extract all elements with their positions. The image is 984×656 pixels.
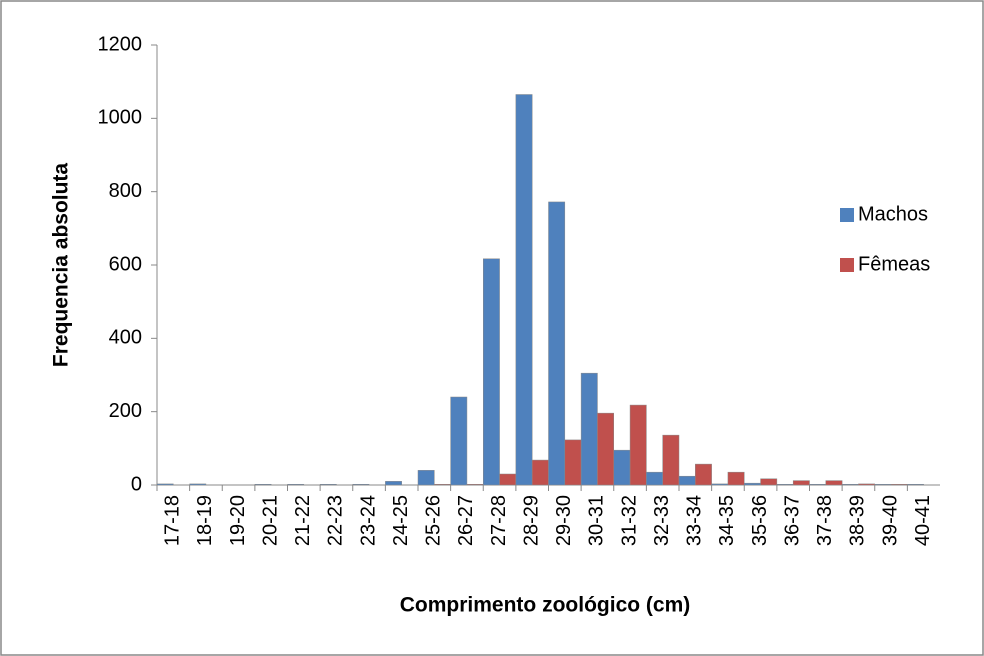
x-tick-label: 21-22 <box>292 495 314 546</box>
bar <box>727 471 745 486</box>
bar <box>678 475 696 486</box>
x-tick-label: 20-21 <box>259 495 281 546</box>
bar <box>254 484 272 486</box>
x-tick-label: 25-26 <box>423 495 445 546</box>
y-tick-label: 1200 <box>98 33 143 55</box>
x-tick-label: 24-25 <box>390 495 412 546</box>
x-tick-label: 22-23 <box>325 495 347 546</box>
bar <box>597 412 614 486</box>
bar <box>760 478 778 486</box>
y-tick-label: 600 <box>109 253 142 275</box>
bar <box>287 484 305 486</box>
bar <box>548 201 566 486</box>
bar <box>890 484 908 486</box>
bar <box>874 484 892 486</box>
x-tick-label: 30-31 <box>586 495 608 546</box>
bar <box>711 483 729 486</box>
bar <box>156 483 174 486</box>
x-tick-label: 29-30 <box>553 495 575 546</box>
bar <box>417 470 435 486</box>
x-tick-label: 33-34 <box>684 495 706 546</box>
bar <box>809 484 827 486</box>
bar <box>744 482 761 486</box>
bar <box>385 481 402 486</box>
x-axis-title: Comprimento zoológico (cm) <box>400 594 691 617</box>
bar <box>483 258 500 486</box>
bar <box>189 483 207 486</box>
x-tick-label: 19-20 <box>227 495 249 546</box>
legend-swatch <box>840 208 854 222</box>
x-tick-label: 39-40 <box>879 495 901 546</box>
bar <box>792 480 810 486</box>
x-tick-label: 17-18 <box>162 495 184 546</box>
x-tick-label: 18-19 <box>194 495 216 546</box>
x-tick-label: 23-24 <box>357 495 379 546</box>
x-tick-label: 26-27 <box>455 495 477 546</box>
bar <box>646 471 663 486</box>
y-tick-label: 1000 <box>98 107 143 129</box>
x-tick-label: 28-29 <box>520 495 542 546</box>
bar <box>319 484 337 486</box>
bar <box>662 434 680 486</box>
y-tick-label: 0 <box>131 473 142 495</box>
bar <box>907 484 924 486</box>
bar <box>858 483 875 486</box>
x-tick-label: 34-35 <box>716 495 738 546</box>
y-axis-title: Frequencia absoluta <box>50 163 73 368</box>
bar <box>629 404 647 486</box>
bar <box>825 480 843 486</box>
x-tick-label: 27-28 <box>488 495 510 546</box>
bar <box>515 94 533 486</box>
x-tick-label: 32-33 <box>651 495 673 546</box>
bar <box>564 439 582 486</box>
x-tick-label: 35-36 <box>749 495 771 546</box>
bar <box>499 473 517 486</box>
bar <box>841 484 859 486</box>
y-tick-label: 800 <box>109 180 142 202</box>
y-tick-label: 400 <box>109 327 142 349</box>
bar <box>613 449 631 486</box>
bar <box>695 463 712 486</box>
x-tick-label: 36-37 <box>781 495 803 546</box>
bar <box>580 372 598 486</box>
legend-swatch <box>840 258 854 272</box>
x-tick-label: 40-41 <box>912 495 934 546</box>
legend-label: Machos <box>858 203 928 225</box>
bar <box>531 459 549 486</box>
y-tick-label: 200 <box>109 400 142 422</box>
legend-label: Fêmeas <box>858 253 930 275</box>
x-tick-label: 37-38 <box>814 495 836 546</box>
x-tick-label: 38-39 <box>847 495 869 546</box>
bar <box>776 484 794 486</box>
x-tick-label: 31-32 <box>618 495 640 546</box>
bar <box>466 484 484 486</box>
bar <box>352 484 370 486</box>
bar <box>450 396 468 486</box>
bar <box>434 484 451 486</box>
